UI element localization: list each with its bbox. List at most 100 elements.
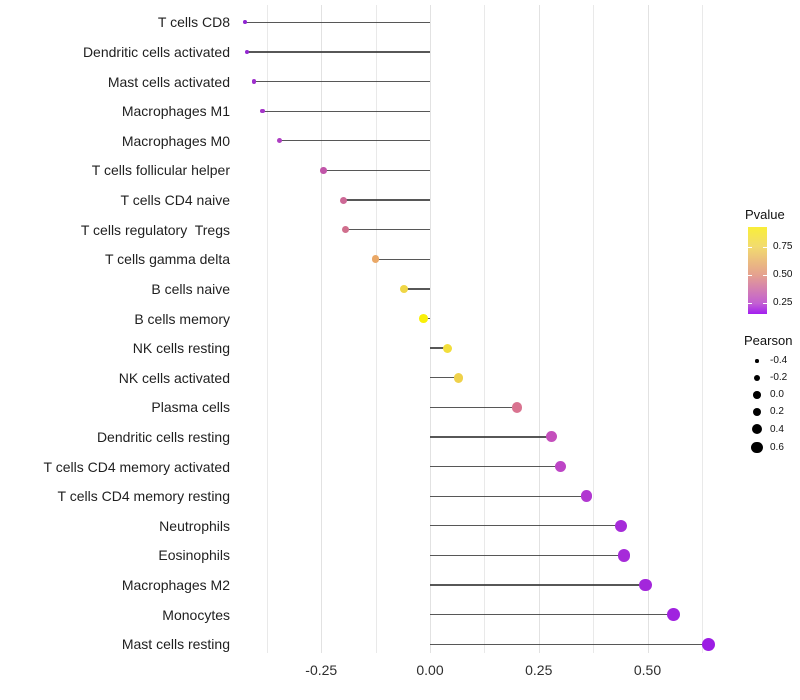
gridline (375, 5, 377, 653)
lollipop-stem (430, 584, 646, 586)
lollipop-stem (430, 436, 552, 438)
pearson-legend-title: Pearson (744, 333, 793, 348)
category-label: T cells gamma delta (104, 251, 230, 268)
lollipop-stem (430, 525, 622, 527)
colorbar-tick-label: 0.25 (773, 297, 793, 308)
lollipop-stem (430, 406, 517, 409)
lollipop-stem (323, 169, 430, 172)
size-legend-label: -0.4 (770, 355, 788, 366)
lollipop-dot (667, 608, 681, 622)
lollipop-stem (430, 377, 459, 379)
lollipop-dot (615, 519, 628, 532)
category-label: Macrophages M1 (121, 103, 230, 120)
lollipop-stem (430, 614, 674, 616)
category-label: Dendritic cells activated (82, 43, 230, 60)
size-legend-label: 0.2 (770, 406, 784, 417)
pvalue-legend-title: Pvalue (745, 207, 785, 222)
category-label: Macrophages M0 (121, 132, 230, 149)
lollipop-stem (247, 51, 430, 53)
lollipop-stem (279, 140, 430, 142)
lollipop-stem (253, 80, 430, 83)
lollipop-stem (375, 258, 430, 260)
gridline (593, 5, 595, 653)
lollipop-dot (277, 138, 283, 144)
colorbar-tick (763, 303, 767, 304)
size-legend-dot (751, 424, 762, 435)
colorbar-tick-label: 0.75 (773, 241, 793, 252)
size-legend-label: 0.6 (770, 441, 784, 453)
pvalue-colorbar (748, 227, 767, 314)
size-legend-dot (752, 407, 762, 417)
lollipop-stem (430, 495, 587, 497)
category-label: NK cells resting (132, 340, 230, 357)
category-label: T cells CD4 memory activated (43, 458, 230, 475)
size-legend-label: 0.4 (770, 423, 784, 435)
lollipop-dot (320, 167, 327, 174)
colorbar-tick (763, 247, 767, 248)
x-tick-label: 0.00 (416, 662, 444, 678)
lollipop-dot (701, 637, 716, 651)
category-label: T cells CD4 memory resting (57, 488, 230, 505)
lollipop-dot (245, 50, 250, 54)
lollipop-dot (260, 108, 265, 114)
category-label: Mast cells resting (121, 636, 230, 653)
lollipop-stem (343, 199, 430, 201)
category-label: T cells CD8 (157, 14, 230, 31)
size-legend-dot (753, 391, 761, 399)
size-legend-dot (751, 441, 763, 454)
category-label: Mast cells activated (107, 73, 230, 90)
colorbar-tick (748, 275, 752, 276)
lollipop-dot (617, 549, 630, 562)
lollipop-stem (430, 347, 448, 349)
gridline (430, 5, 431, 653)
gridline (266, 5, 268, 653)
lollipop-dot (251, 79, 256, 84)
size-legend-label: -0.2 (770, 372, 788, 383)
lollipop-stem (430, 554, 624, 557)
size-legend-dot (755, 359, 759, 363)
gridline (538, 5, 540, 653)
colorbar-tick (748, 303, 752, 304)
gridline (647, 5, 649, 653)
lollipop-stem (430, 643, 709, 645)
lollipop-dot (639, 578, 652, 592)
category-label: T cells CD4 naive (120, 192, 230, 209)
gridline (321, 5, 323, 653)
category-label: Eosinophils (158, 547, 230, 564)
category-label: T cells regulatory Tregs (80, 221, 230, 238)
gridline (701, 5, 703, 653)
lollipop-dot (243, 20, 247, 25)
lollipop-dot (399, 284, 409, 294)
lollipop-stem (245, 21, 430, 23)
x-tick-label: 0.25 (525, 662, 553, 678)
lollipop-dot (442, 343, 453, 353)
colorbar-tick (763, 275, 767, 276)
lollipop-stem (345, 228, 430, 231)
lollipop-stem (262, 110, 430, 112)
category-label: Neutrophils (159, 517, 230, 534)
lollipop-stem (403, 288, 430, 290)
x-tick-label: 0.50 (633, 662, 662, 678)
lollipop-dot (341, 226, 349, 234)
lollipop-dot (371, 255, 380, 264)
size-legend-label: 0.0 (770, 389, 784, 400)
lollipop-stem (430, 465, 561, 468)
plot-panel (237, 5, 717, 653)
category-label: Macrophages M2 (121, 577, 230, 594)
gridline (484, 5, 486, 653)
category-label: T cells follicular helper (91, 162, 230, 179)
lollipop-dot (546, 431, 558, 443)
lollipop-dot (580, 490, 593, 502)
category-label: NK cells activated (118, 369, 230, 386)
category-label: Monocytes (162, 606, 230, 623)
category-label: Plasma cells (151, 399, 230, 416)
category-label: B cells naive (151, 280, 230, 297)
colorbar-tick-label: 0.50 (773, 269, 793, 280)
category-label: Dendritic cells resting (96, 428, 230, 445)
lollipop-dot (511, 402, 523, 413)
lollipop-dot (453, 373, 463, 383)
lollipop-dot (554, 461, 567, 473)
size-legend-dot (754, 375, 760, 381)
colorbar-tick (748, 247, 752, 248)
